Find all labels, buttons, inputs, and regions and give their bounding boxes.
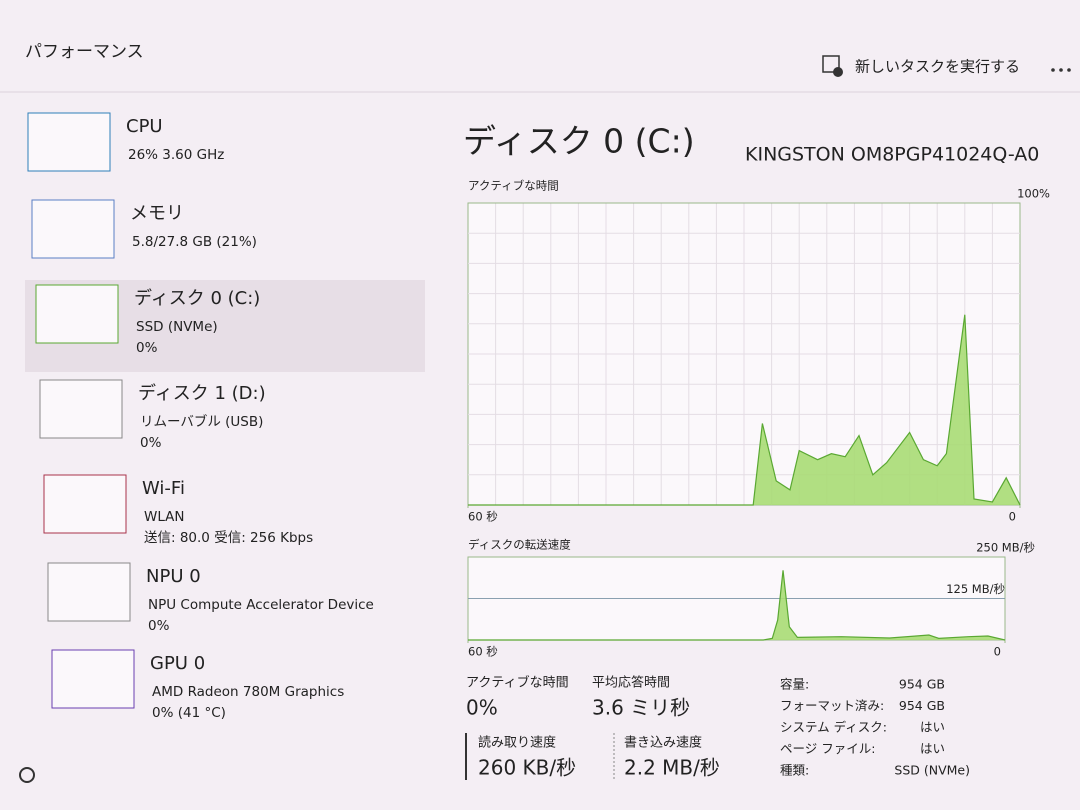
detail-value: はい xyxy=(920,720,945,735)
detail-label: フォーマット済み: xyxy=(780,698,884,713)
device-name: Wi-Fi xyxy=(142,478,185,499)
detail-label: システム ディスク: xyxy=(780,720,887,735)
area-line xyxy=(468,570,1006,641)
run-task-button[interactable]: 新しいタスクを実行する xyxy=(822,55,1020,77)
x-tick-label: 60 秒 xyxy=(468,510,498,524)
thumbnail xyxy=(31,199,115,259)
stat-value: 2.2 MB/秒 xyxy=(624,756,720,780)
stat-value: 0% xyxy=(466,696,498,720)
detail-label: 種類: xyxy=(780,763,809,778)
thumbnail xyxy=(35,284,119,344)
stat-label: 平均応答時間 xyxy=(592,675,670,691)
area-line xyxy=(468,314,1021,506)
device-detail: 0% xyxy=(136,340,158,356)
device-detail: 0% xyxy=(140,435,162,451)
detail-value: はい xyxy=(920,741,945,756)
device-detail: 送信: 80.0 受信: 256 Kbps xyxy=(144,530,313,546)
detail-label: 容量: xyxy=(780,677,809,692)
stat-value: 260 KB/秒 xyxy=(478,756,576,780)
thumbnail xyxy=(27,112,111,172)
device-name: ディスク 1 (D:) xyxy=(138,383,266,404)
device-detail: 5.8/27.8 GB (21%) xyxy=(132,234,257,250)
settings-button[interactable] xyxy=(19,767,35,783)
device-name: GPU 0 xyxy=(150,653,205,674)
thumbnail xyxy=(47,562,131,622)
more-button[interactable] xyxy=(1051,68,1071,72)
device-name: メモリ xyxy=(130,203,184,224)
device-detail: 0% (41 °C) xyxy=(152,705,226,721)
stat-label: 読み取り速度 xyxy=(478,735,556,751)
y-tick-label: 250 MB/秒 xyxy=(976,541,1035,555)
device-name: NPU 0 xyxy=(146,566,201,587)
stat-label: 書き込み速度 xyxy=(624,735,702,751)
y-tick-label: 100% xyxy=(1017,187,1050,201)
device-name: CPU xyxy=(126,116,163,137)
detail-value: 954 GB xyxy=(899,698,945,713)
page-title: パフォーマンス xyxy=(25,42,144,62)
y-tick-label: 125 MB/秒 xyxy=(946,582,1005,596)
thumbnail xyxy=(39,379,123,439)
device-detail: WLAN xyxy=(144,509,185,525)
device-detail: 26% 3.60 GHz xyxy=(128,147,224,163)
disk-model: KINGSTON OM8PGP41024Q-A0 xyxy=(745,144,1039,166)
x-tick-label: 60 秒 xyxy=(468,645,498,659)
stat-value: 3.6 ミリ秒 xyxy=(592,696,690,720)
device-detail: リムーバブル (USB) xyxy=(140,413,263,430)
device-detail: NPU Compute Accelerator Device xyxy=(148,597,374,613)
device-detail: AMD Radeon 780M Graphics xyxy=(152,684,344,700)
thumbnail xyxy=(51,649,135,709)
detail-value: SSD (NVMe) xyxy=(894,763,970,778)
chart-title: ディスクの転送速度 xyxy=(468,538,571,552)
device-detail: SSD (NVMe) xyxy=(136,319,218,335)
area-fill xyxy=(468,314,1020,505)
detail-label: ページ ファイル: xyxy=(780,741,875,756)
disk-title: ディスク 0 (C:) xyxy=(463,122,695,161)
run-task-icon xyxy=(822,55,840,73)
detail-value: 954 GB xyxy=(899,677,945,692)
thumbnail xyxy=(43,474,127,534)
stat-label: アクティブな時間 xyxy=(466,675,569,691)
device-detail: 0% xyxy=(148,618,170,634)
run-task-label[interactable]: 新しいタスクを実行する xyxy=(855,58,1020,76)
chart-title: アクティブな時間 xyxy=(468,179,559,193)
x-tick-label: 0 xyxy=(994,645,1001,659)
x-tick-label: 0 xyxy=(1009,510,1016,524)
device-name: ディスク 0 (C:) xyxy=(134,288,260,309)
run-task-icon-plus xyxy=(833,67,843,77)
